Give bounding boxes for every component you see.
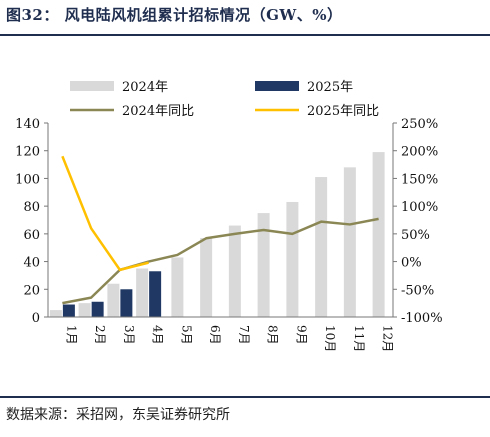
bar-2025 — [120, 289, 133, 317]
x-category-label: 10月 — [323, 325, 337, 352]
x-category-label: 6月 — [208, 325, 222, 345]
figure-title: 图32： 风电陆风机组累计招标情况（GW、%） — [6, 6, 343, 24]
left-tick-label: 60 — [23, 228, 40, 243]
bar-2024 — [343, 167, 356, 317]
x-category-label: 4月 — [151, 325, 165, 345]
bars — [49, 152, 385, 317]
bar-2024 — [257, 213, 270, 317]
x-category-label: 2月 — [93, 325, 107, 345]
left-tick-label: 80 — [23, 200, 40, 215]
right-tick-label: 0% — [401, 256, 422, 271]
right-axis: -100% -50% 0% 50% 100% 150% 200% 250% — [392, 117, 443, 326]
lines — [61, 155, 379, 305]
left-tick-label: 120 — [15, 145, 40, 160]
right-tick-label: 50% — [401, 228, 430, 243]
bar-2025 — [62, 304, 75, 317]
right-tick-label: 100% — [401, 200, 438, 215]
left-axis: 0 20 40 60 80 100 120 140 — [15, 117, 49, 326]
x-category-label: 8月 — [266, 325, 280, 345]
left-tick-label: 100 — [15, 172, 40, 187]
bar-2024 — [200, 238, 213, 317]
bar-2024 — [315, 177, 328, 317]
left-tick-label: 40 — [23, 256, 40, 271]
right-tick-label: 200% — [401, 145, 438, 160]
line-2025-yoy — [61, 155, 149, 272]
x-category-label: 7月 — [237, 325, 251, 345]
x-category-label: 12月 — [381, 325, 395, 352]
right-tick-label: -100% — [401, 311, 443, 326]
bar-2024 — [372, 152, 385, 317]
legend-swatch — [255, 81, 299, 91]
legend-label: 2024年 — [122, 80, 168, 95]
legend: 2024年 2025年 2024年同比 2025年同比 — [70, 80, 379, 119]
legend-label: 2025年 — [307, 80, 353, 95]
bottom-rule — [0, 396, 490, 398]
bar-2024 — [136, 268, 149, 317]
bar-2024 — [107, 283, 120, 317]
bar-2024 — [228, 225, 241, 317]
x-category-label: 5月 — [179, 325, 193, 345]
data-source: 数据来源：采招网，东吴证券研究所 — [6, 407, 230, 423]
bar-2024 — [286, 201, 299, 317]
right-tick-label: 250% — [401, 117, 438, 132]
bar-2024 — [171, 257, 184, 317]
x-category-label: 1月 — [64, 325, 78, 345]
left-tick-label: 0 — [32, 311, 40, 326]
bar-2024 — [49, 310, 62, 317]
legend-label: 2024年同比 — [122, 104, 194, 119]
x-category-label: 11月 — [352, 325, 366, 352]
left-tick-label: 140 — [15, 117, 40, 132]
bar-2024 — [78, 303, 91, 317]
x-category-label: 9月 — [294, 325, 308, 345]
right-tick-label: -50% — [401, 283, 434, 298]
legend-swatch — [70, 81, 114, 91]
top-rule — [0, 34, 490, 36]
bar-2025 — [91, 301, 104, 317]
bar-2025 — [149, 271, 162, 317]
x-category-label: 3月 — [122, 325, 136, 345]
line-2024-yoy — [62, 217, 379, 305]
left-tick-label: 20 — [23, 283, 40, 298]
legend-label: 2025年同比 — [307, 104, 379, 119]
x-axis: 1月 2月 3月 4月 5月 6月 7月 8月 9月 10月 11月 12月 — [48, 316, 395, 352]
right-tick-label: 150% — [401, 172, 438, 187]
